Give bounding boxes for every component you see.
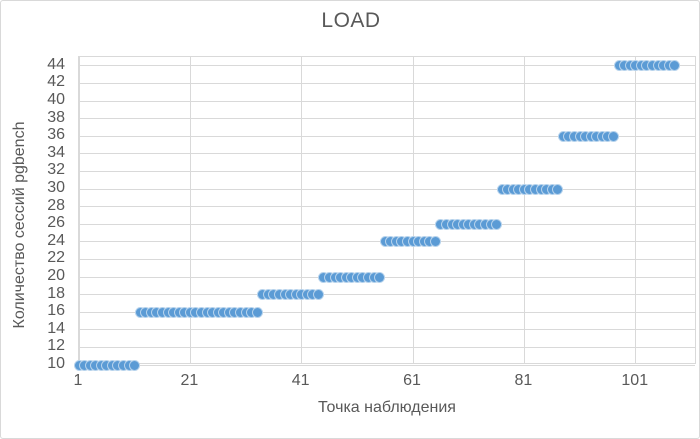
v-gridline — [79, 57, 80, 363]
x-tick-label: 41 — [291, 372, 310, 389]
x-tick-label: 21 — [180, 372, 199, 389]
y-tick-label: 20 — [47, 267, 65, 284]
y-tick-label: 42 — [47, 73, 65, 91]
h-gridline — [79, 329, 695, 330]
data-point — [374, 271, 386, 283]
y-tick-label: 40 — [47, 91, 65, 108]
y-tick-label: 24 — [47, 231, 65, 249]
data-point — [607, 130, 619, 142]
data-point — [669, 60, 681, 72]
v-gridline — [301, 57, 302, 363]
y-tick-label: 22 — [47, 249, 65, 267]
h-gridline — [79, 65, 695, 66]
v-gridline — [413, 57, 414, 363]
y-tick-label: 30 — [47, 179, 65, 196]
x-tick-label: 101 — [621, 372, 649, 389]
h-gridline — [79, 206, 695, 207]
y-tick-label: 26 — [47, 214, 65, 232]
data-point — [491, 218, 503, 230]
h-gridline — [79, 224, 695, 225]
data-point — [429, 236, 441, 248]
h-gridline — [79, 259, 695, 260]
h-gridline — [79, 294, 695, 295]
v-gridline — [190, 57, 191, 363]
h-gridline — [79, 118, 695, 119]
v-gridline — [635, 57, 636, 363]
x-tick-label: 1 — [73, 372, 83, 389]
h-gridline — [79, 136, 695, 137]
x-tick-label: 61 — [403, 372, 421, 389]
v-gridline — [524, 57, 525, 363]
y-tick-label: 12 — [47, 337, 65, 355]
h-gridline — [79, 277, 695, 278]
data-point — [552, 183, 564, 195]
chart-title: LOAD — [321, 9, 381, 32]
x-tick-label: 81 — [514, 372, 533, 389]
h-gridline — [79, 347, 695, 348]
h-gridline — [79, 189, 695, 190]
y-tick-label: 38 — [47, 108, 65, 126]
y-tick-label: 28 — [47, 196, 65, 214]
y-tick-label: 36 — [47, 126, 65, 144]
y-tick-label: 14 — [47, 319, 65, 337]
y-tick-label: 34 — [47, 143, 65, 161]
h-gridline — [79, 153, 695, 154]
data-point — [129, 359, 141, 371]
h-gridline — [79, 312, 695, 313]
x-axis-title: Точка наблюдения — [318, 399, 456, 416]
plot-area — [73, 56, 696, 371]
y-tick-label: 44 — [47, 55, 65, 73]
y-tick-label: 32 — [47, 161, 65, 179]
data-point — [312, 289, 324, 301]
h-gridline — [79, 365, 695, 366]
data-point — [251, 306, 263, 318]
y-tick-label: 16 — [47, 302, 65, 320]
h-gridline — [79, 171, 695, 172]
h-gridline — [79, 101, 695, 102]
y-tick-label: 18 — [47, 284, 65, 302]
h-gridline — [79, 83, 695, 84]
y-tick-label: 10 — [47, 355, 65, 372]
